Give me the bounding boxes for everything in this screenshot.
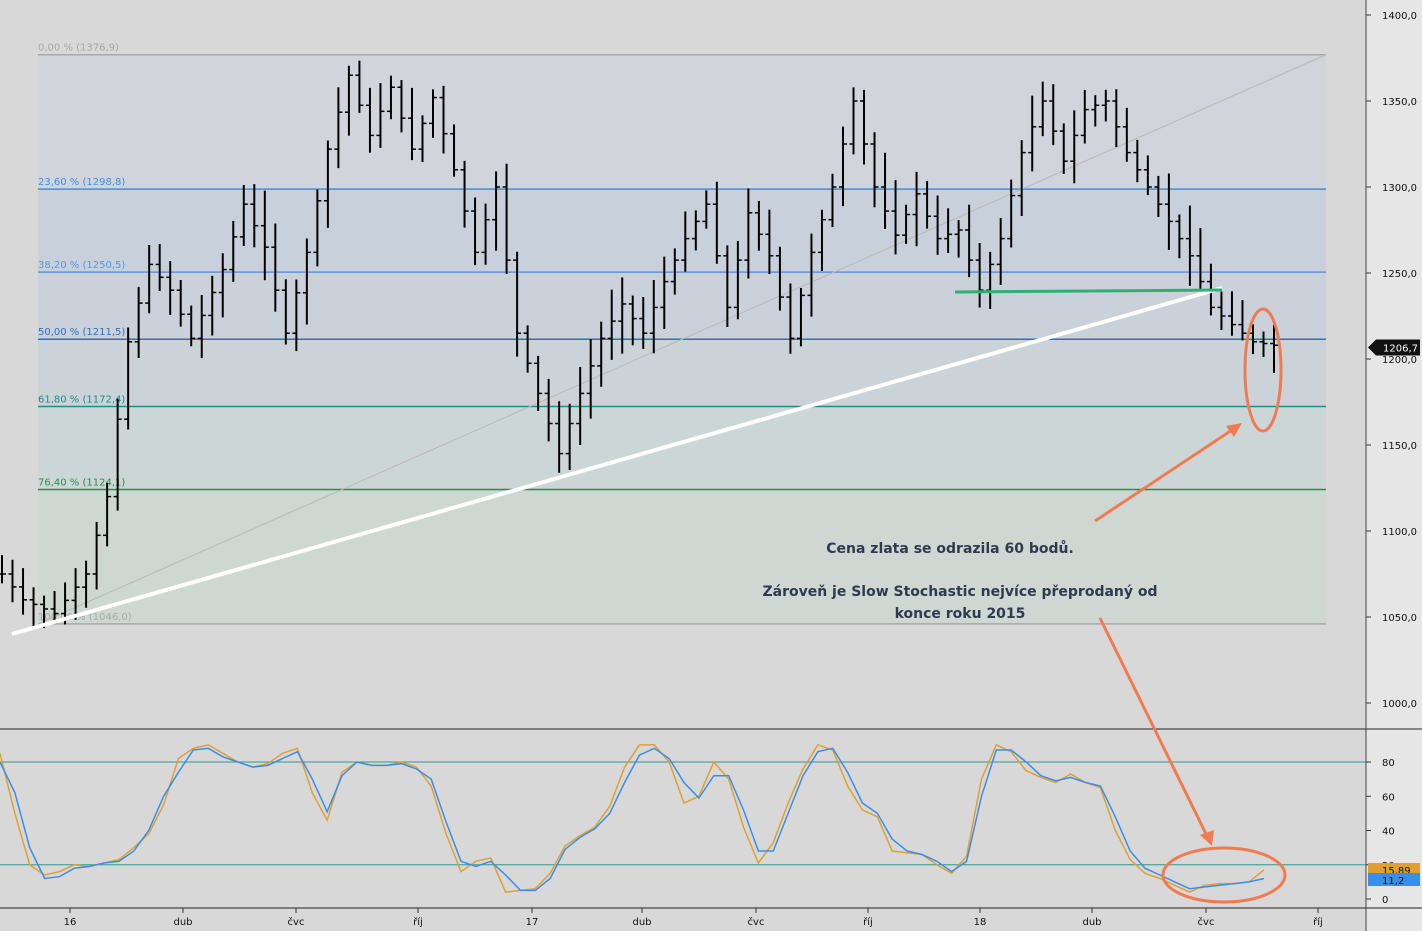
arrow-stoch-head bbox=[1200, 830, 1214, 846]
fib-zone bbox=[38, 189, 1326, 273]
x-tick-label: 16 bbox=[64, 917, 77, 928]
fib-zone bbox=[38, 406, 1326, 490]
axis-area bbox=[1366, 0, 1422, 931]
last-price-tag bbox=[1368, 339, 1420, 356]
y-tick-label: 1150,0 bbox=[1382, 441, 1417, 452]
annotation-bounce: Cena zlata se odrazila 60 bodů. bbox=[780, 538, 1120, 560]
stoch-series-line bbox=[0, 743, 1265, 893]
stoch-last-tag bbox=[1368, 863, 1420, 876]
arrow-price-head bbox=[1226, 423, 1242, 437]
stoch-y-tick-label: 40 bbox=[1382, 827, 1395, 838]
stochastic-panel bbox=[0, 730, 1366, 908]
stoch-y-tick-label: 60 bbox=[1382, 792, 1395, 803]
x-tick-label: čvc bbox=[748, 916, 765, 928]
y-tick-label: 1300,0 bbox=[1382, 183, 1417, 194]
support-line bbox=[954, 288, 1223, 294]
fib-label: 100,00 % (1046,0) bbox=[38, 612, 132, 623]
arrow-price bbox=[1094, 426, 1236, 523]
last-price-label: 1206,7 bbox=[1383, 343, 1418, 354]
y-tick-label: 1100,0 bbox=[1382, 527, 1417, 538]
highlight-ellipse-stoch bbox=[1161, 846, 1287, 904]
y-tick-label: 1250,0 bbox=[1382, 269, 1417, 280]
fib-label: 50,00 % (1211,5) bbox=[38, 327, 125, 338]
fib-label: 0,00 % (1376,9) bbox=[38, 43, 119, 54]
x-tick-label: dub bbox=[173, 917, 192, 928]
fib-diagonal bbox=[37, 54, 1327, 625]
x-tick-label: říj bbox=[413, 916, 423, 928]
fib-label: 76,40 % (1124,1) bbox=[38, 478, 125, 489]
stoch-last-label: 11,2 bbox=[1382, 876, 1404, 887]
annotation-line-1: Cena zlata se odrazila 60 bodů. bbox=[826, 541, 1074, 557]
stoch-y-tick-label: 80 bbox=[1382, 758, 1395, 769]
highlight-ellipse-price bbox=[1243, 307, 1283, 433]
annotation-line-2: Zároveň je Slow Stochastic nejvíce přepr… bbox=[762, 584, 1158, 600]
stoch-last-label: 15,89 bbox=[1382, 866, 1411, 877]
x-tick-label: dub bbox=[632, 917, 651, 928]
stoch-y-tick-label: 0 bbox=[1382, 895, 1388, 906]
trendline bbox=[11, 286, 1223, 636]
x-tick-label: čvc bbox=[1198, 916, 1215, 928]
fib-zone bbox=[38, 54, 1326, 190]
x-tick-label: říj bbox=[863, 916, 873, 928]
fib-label: 38,20 % (1250,5) bbox=[38, 260, 125, 271]
x-tick-label: 17 bbox=[526, 917, 539, 928]
fib-label: 23,60 % (1298,8) bbox=[38, 177, 125, 188]
fib-zone bbox=[38, 339, 1326, 407]
y-tick-label: 1000,0 bbox=[1382, 699, 1417, 710]
stoch-series-line bbox=[0, 747, 1265, 892]
fib-label: 61,80 % (1172,4) bbox=[38, 394, 125, 405]
x-tick-label: říj bbox=[1313, 916, 1323, 928]
annotation-line-3: konce roku 2015 bbox=[894, 606, 1026, 622]
x-tick-label: dub bbox=[1082, 917, 1101, 928]
y-tick-label: 1400,0 bbox=[1382, 11, 1417, 22]
arrow-stoch bbox=[1098, 617, 1210, 839]
y-tick-label: 1050,0 bbox=[1382, 613, 1417, 624]
fib-zone bbox=[38, 272, 1326, 340]
y-tick-label: 1350,0 bbox=[1382, 97, 1417, 108]
x-tick-label: 18 bbox=[974, 917, 987, 928]
y-tick-label: 1200,0 bbox=[1382, 355, 1417, 366]
annotation-stochastic: Zároveň je Slow Stochastic nejvíce přepr… bbox=[740, 581, 1180, 625]
ohlc-bars bbox=[0, 60, 1278, 629]
x-tick-label: čvc bbox=[288, 916, 305, 928]
stoch-last-tag bbox=[1368, 873, 1420, 886]
